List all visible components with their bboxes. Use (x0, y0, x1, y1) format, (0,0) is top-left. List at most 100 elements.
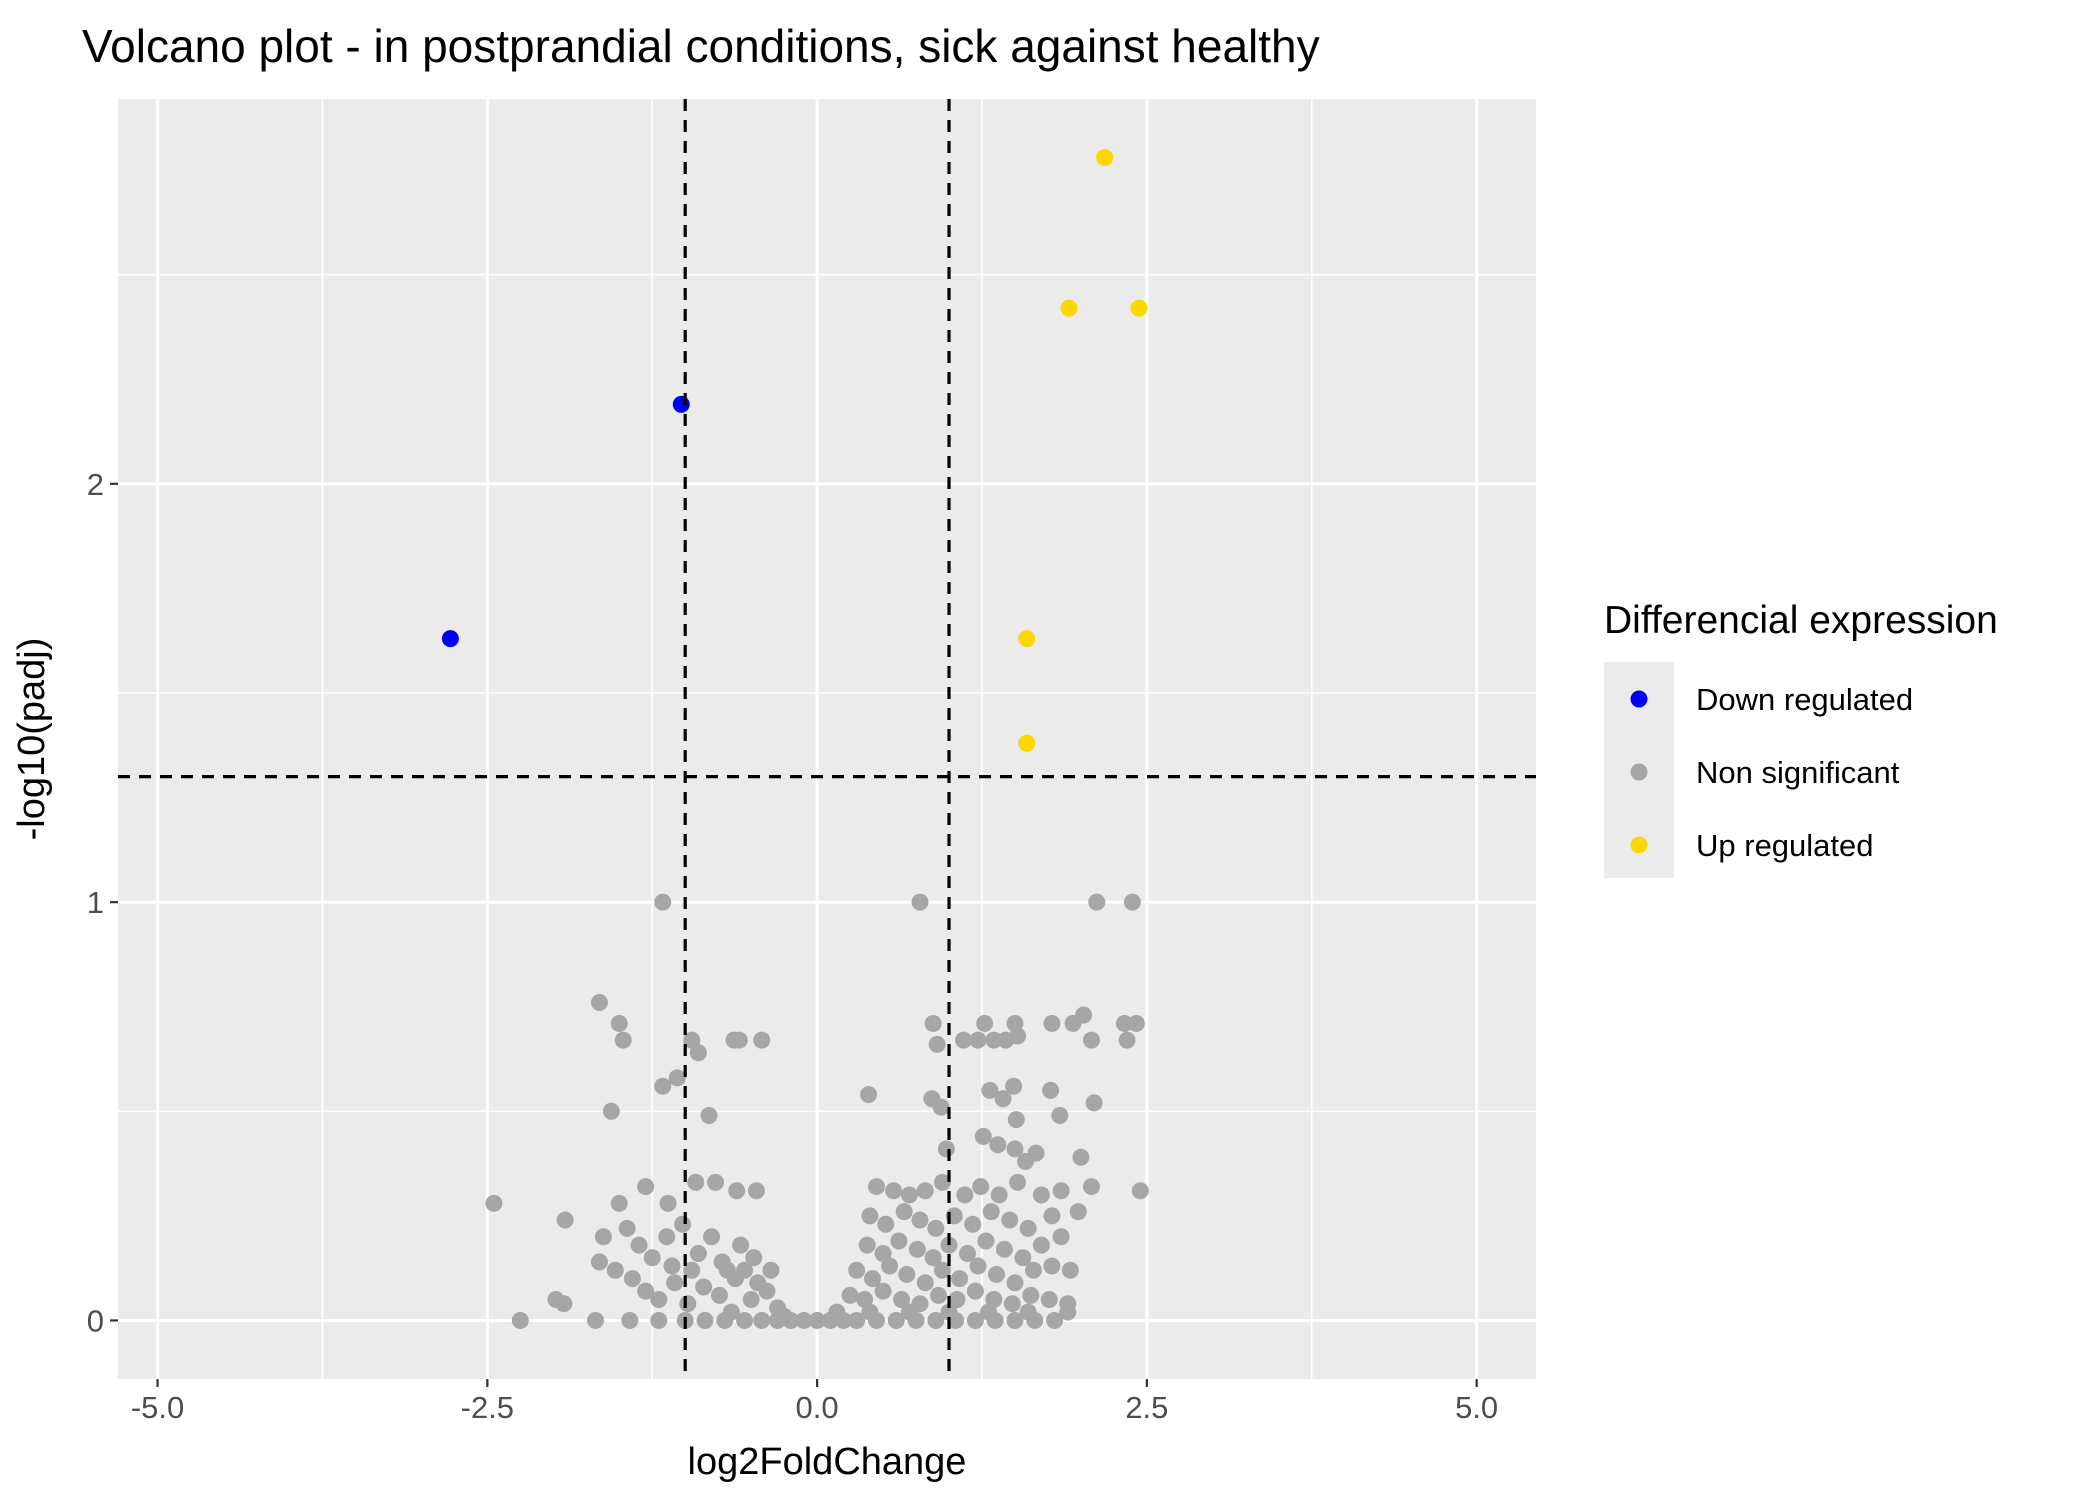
point-non-significant (916, 1182, 934, 1200)
point-non-significant (630, 1236, 648, 1254)
point-non-significant (696, 1311, 714, 1329)
point-non-significant (728, 1182, 746, 1200)
point-non-significant (924, 1249, 942, 1267)
point-non-significant (933, 1261, 951, 1279)
point-non-significant (927, 1219, 945, 1237)
point-non-significant (1052, 1228, 1070, 1246)
point-non-significant (861, 1207, 879, 1225)
point-non-significant (1042, 1081, 1060, 1099)
point-non-significant (958, 1245, 976, 1263)
point-non-significant (808, 1311, 826, 1329)
point-non-significant (1082, 1178, 1100, 1196)
point-non-significant (940, 1303, 958, 1321)
point-non-significant (828, 1303, 846, 1321)
point-non-significant (969, 1031, 987, 1049)
point-non-significant (995, 1240, 1013, 1258)
point-non-significant (887, 1311, 905, 1329)
point-non-significant (877, 1215, 895, 1233)
point-non-significant (881, 1257, 899, 1275)
point-non-significant (1017, 1152, 1035, 1170)
point-non-significant (928, 1035, 946, 1053)
y-tick-label: 0 (87, 1303, 104, 1338)
point-non-significant (1127, 1014, 1145, 1032)
point-non-significant (1005, 1077, 1023, 1095)
point-non-significant (753, 1311, 771, 1329)
point-non-significant (848, 1261, 866, 1279)
point-non-significant (602, 1102, 620, 1120)
point-non-significant (1007, 1111, 1025, 1129)
point-non-significant (637, 1178, 655, 1196)
point-down-regulated (672, 395, 690, 413)
point-up-regulated (1018, 734, 1036, 752)
point-non-significant (610, 1014, 628, 1032)
point-non-significant (1072, 1148, 1090, 1166)
point-non-significant (668, 1069, 686, 1087)
point-non-significant (951, 1270, 969, 1288)
point-non-significant (590, 1253, 608, 1271)
point-non-significant (700, 1106, 718, 1124)
point-non-significant (972, 1178, 990, 1196)
point-non-significant (689, 1044, 707, 1062)
point-non-significant (654, 893, 672, 911)
point-non-significant (1003, 1295, 1021, 1313)
x-tick-label: 2.5 (1125, 1390, 1168, 1425)
point-non-significant (1059, 1303, 1077, 1321)
point-non-significant (916, 1274, 934, 1292)
legend-key (1630, 763, 1648, 781)
point-non-significant (666, 1274, 684, 1292)
point-non-significant (848, 1311, 866, 1329)
point-up-regulated (1018, 630, 1036, 648)
point-non-significant (964, 1215, 982, 1233)
legend-key (1630, 836, 1648, 854)
point-non-significant (695, 1278, 713, 1296)
point-non-significant (623, 1270, 641, 1288)
y-tick-label: 2 (87, 467, 104, 502)
point-non-significant (762, 1261, 780, 1279)
point-non-significant (511, 1311, 529, 1329)
point-non-significant (732, 1236, 750, 1254)
point-non-significant (1009, 1027, 1027, 1045)
point-non-significant (1115, 1014, 1133, 1032)
point-non-significant (990, 1186, 1008, 1204)
point-non-significant (1006, 1140, 1024, 1158)
point-non-significant (860, 1086, 878, 1104)
point-non-significant (643, 1249, 661, 1267)
point-non-significant (1085, 1094, 1103, 1112)
point-non-significant (994, 1090, 1012, 1108)
point-non-significant (485, 1194, 503, 1212)
x-tick-label: 0.0 (796, 1390, 839, 1425)
data-points (441, 149, 1149, 1329)
point-non-significant (982, 1203, 1000, 1221)
point-non-significant (955, 1031, 973, 1049)
point-non-significant (976, 1014, 994, 1032)
point-non-significant (1014, 1249, 1032, 1267)
point-non-significant (654, 1077, 672, 1095)
x-tick-label: 5.0 (1455, 1390, 1498, 1425)
point-non-significant (747, 1182, 765, 1200)
point-non-significant (683, 1261, 701, 1279)
point-non-significant (1043, 1207, 1061, 1225)
point-up-regulated (1130, 299, 1148, 317)
point-non-significant (1019, 1219, 1037, 1237)
point-non-significant (1024, 1261, 1042, 1279)
point-non-significant (977, 1232, 995, 1250)
axis-ticks: -5.0 -2.5 0.0 2.5 5.0 0 1 2 (87, 467, 1498, 1425)
y-axis-title: -log10(padj) (11, 638, 53, 841)
point-non-significant (687, 1173, 705, 1191)
point-non-significant (742, 1291, 760, 1309)
point-non-significant (981, 1081, 999, 1099)
point-non-significant (745, 1249, 763, 1267)
point-non-significant (1082, 1031, 1100, 1049)
point-non-significant (658, 1228, 676, 1246)
point-non-significant (969, 1257, 987, 1275)
point-non-significant (775, 1307, 793, 1325)
point-non-significant (618, 1219, 636, 1237)
point-non-significant (1006, 1311, 1024, 1329)
point-non-significant (966, 1311, 984, 1329)
point-non-significant (1009, 1173, 1027, 1191)
point-non-significant (948, 1291, 966, 1309)
threshold-lines (118, 99, 1536, 1379)
point-non-significant (1131, 1182, 1149, 1200)
point-non-significant (867, 1178, 885, 1196)
point-non-significant (679, 1295, 697, 1313)
